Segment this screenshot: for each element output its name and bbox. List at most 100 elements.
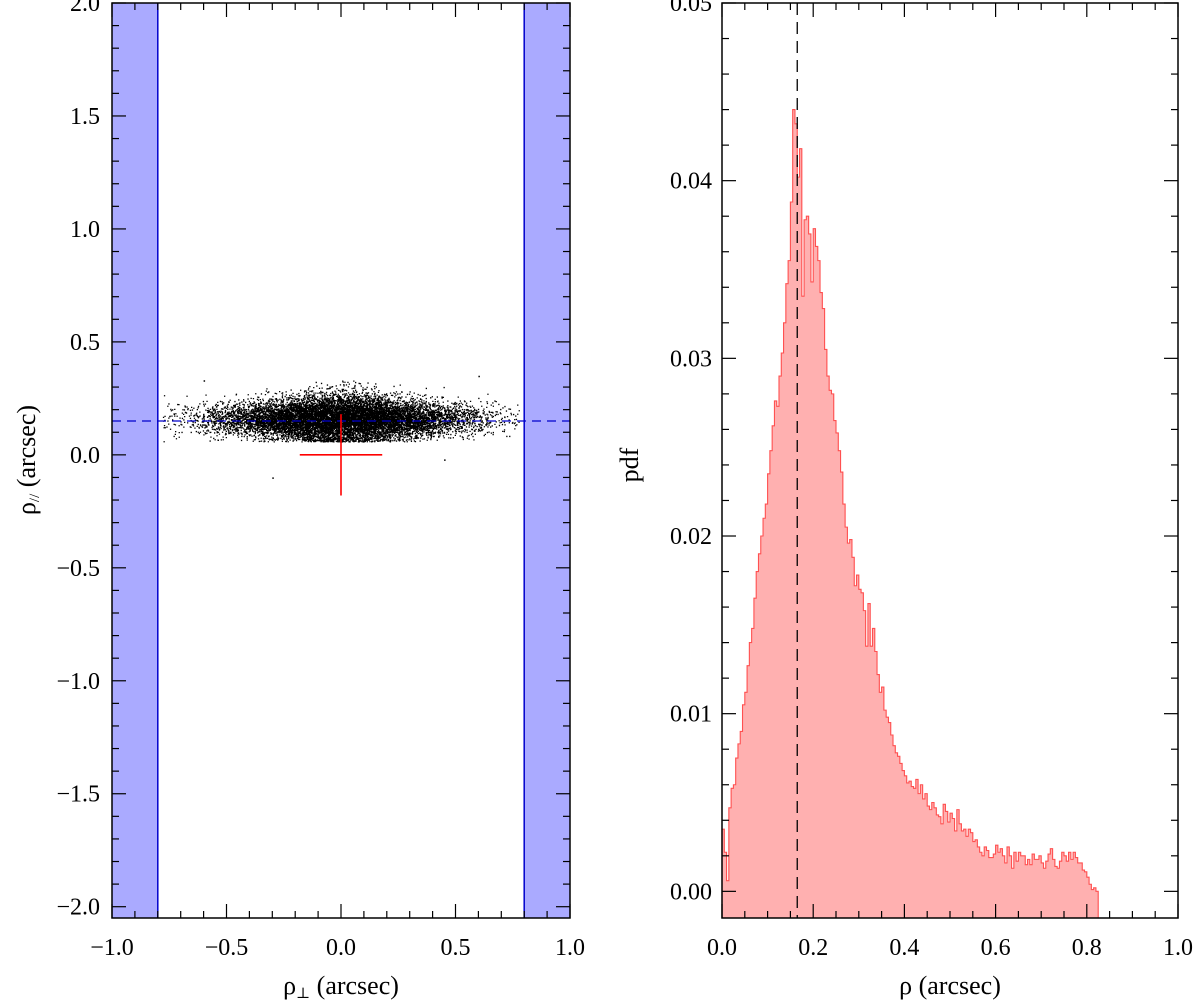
histogram-bar [808,233,812,919]
right-xlabel: ρ (arcsec) [899,971,1001,1000]
histogram-bar [924,793,928,918]
histogram-bar [1022,855,1026,918]
histogram-bar [997,852,1001,918]
histogram-bar [952,818,955,918]
histogram-bar [751,628,755,918]
histogram-panel: 0.0 0.2 0.4 0.6 0.8 1.0 0.00 0.01 0.02 0.03 0.04 0.… [615,0,1193,1000]
histogram-bar [1095,891,1099,918]
histogram-bar [1043,868,1047,918]
histogram-bar [833,420,837,918]
histogram-bar [911,786,914,918]
histogram-bar [1038,855,1042,918]
x-tick-label: 1.0 [555,935,585,961]
histogram-bar [975,839,978,918]
histogram-bar [1009,855,1012,918]
histogram-bar [1020,855,1024,918]
left-tick-labels: −1.0 −0.5 0.0 0.5 1.0 −2.0 −1.5 −1.0 −0.5 0.0 0.5 1… [56,0,585,961]
histogram-bar [1036,859,1040,918]
histogram-bar [956,809,960,918]
histogram-bar [902,770,905,918]
histogram-bar [1091,889,1095,918]
histogram-bar [760,536,764,918]
y-tick-label: −0.5 [56,556,100,582]
y-tick-label: 0.03 [670,346,712,372]
histogram-bar [1079,862,1083,918]
histogram-bar [874,651,878,918]
histogram-bar [792,109,796,919]
histogram-outline [721,109,1099,918]
histogram-bar [890,735,894,918]
histogram-bar [824,349,828,919]
histogram-bar [954,830,958,918]
histogram-bar [968,829,971,918]
scatter-panel: −1.0 −0.5 0.0 0.5 1.0 −2.0 −1.5 −1.0 −0.5 0.0 0.5 1… [12,0,585,1001]
x-tick-label: 0.8 [1072,935,1102,961]
histogram-bar [863,610,867,918]
y-tick-label: 1.5 [70,104,100,130]
histogram-bar [1066,861,1069,918]
histogram-bar [1016,861,1019,918]
histogram-bar [1064,855,1067,918]
x-tick-label: 0.2 [798,935,828,961]
histogram-bar [931,802,935,918]
histogram-bar [872,628,876,918]
histogram-bar [1068,852,1072,918]
histogram-bar [1027,859,1031,918]
left-xlabel: ρ⊥ (arcsec) [283,971,399,1001]
histogram-bar [861,592,864,918]
x-tick-label: 1.0 [1163,935,1193,961]
histogram-bar [927,806,930,918]
histogram-bar [888,722,892,918]
histogram-bar [1011,868,1015,918]
histogram-bar [1057,868,1060,918]
histogram-bar [794,123,798,918]
y-tick-label: 1.0 [70,217,100,243]
histogram-bar [986,850,990,918]
histogram-bar [749,642,753,918]
histogram-bar [838,450,841,918]
histogram-bar [1025,864,1028,918]
histogram-bar [904,775,908,918]
histogram-bar [722,829,725,918]
y-tick-label: 0.0 [70,443,100,469]
left-plot-frame [111,2,571,919]
histogram-bars [721,109,1099,919]
histogram-bar [947,822,951,918]
histogram-bar [758,553,762,918]
histogram-bar [988,857,992,918]
histogram-bar [753,598,757,918]
histogram-bar [979,852,983,918]
histogram-bar [991,857,994,918]
histogram-bar [1000,848,1003,918]
histogram-bar [799,148,803,918]
histogram-bar [1084,871,1088,918]
histogram-bar [1086,877,1090,918]
histogram-bar [940,823,944,918]
histogram-bar [785,283,789,919]
histogram-bar [733,784,737,918]
histogram-bar [847,543,851,918]
x-tick-label: 0.5 [441,935,471,961]
histogram-bar [765,504,768,918]
histogram-bar [961,830,965,918]
histogram-bar [1018,852,1022,918]
histogram-bar [920,784,924,918]
histogram-bar [965,836,969,918]
histogram-bar [1004,862,1008,918]
histogram-bar [886,717,889,918]
histogram-bar [826,376,830,918]
histogram-bar [779,376,782,918]
left-overlays [112,414,570,496]
histogram-bar [938,816,942,918]
histogram-bar [879,692,882,918]
x-tick-label: 0.4 [889,935,919,961]
y-tick-label: 0.02 [670,524,712,550]
histogram-bar [747,665,750,918]
histogram-bar [1070,859,1074,918]
histogram-bar [822,308,825,919]
y-tick-label: 0.01 [670,702,712,728]
histogram-bar [934,807,937,918]
y-tick-label: 0.00 [670,879,712,905]
histogram-bar [815,246,819,918]
